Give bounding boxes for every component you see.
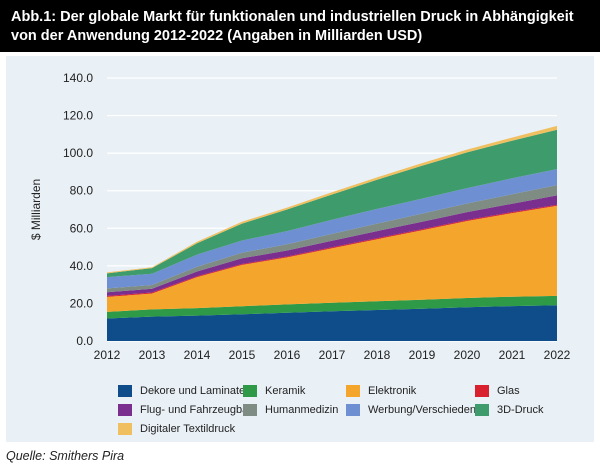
legend-label: Glas: [497, 385, 520, 397]
x-tick-label: 2020: [454, 348, 481, 362]
y-tick-label: 20.0: [70, 296, 94, 310]
legend-label: Flug- und Fahrzeugbau: [140, 404, 255, 416]
title-bar: Abb.1: Der globale Markt für funktionale…: [0, 0, 600, 52]
legend-item: Werbung/Verschiedenes: [346, 403, 488, 417]
legend-swatch: [243, 404, 257, 416]
legend-swatch: [118, 385, 132, 397]
legend-label: 3D-Druck: [497, 404, 544, 416]
legend-label: Werbung/Verschiedenes: [368, 404, 488, 416]
legend-swatch: [243, 385, 257, 397]
y-tick-label: 120.0: [63, 109, 93, 123]
x-tick-label: 2017: [319, 348, 346, 362]
legend-swatch: [118, 423, 132, 435]
x-tick-label: 2018: [364, 348, 391, 362]
legend-label: Dekore und Laminate: [140, 385, 246, 397]
y-tick-label: 140.0: [63, 71, 93, 85]
legend-item: Dekore und Laminate: [118, 384, 245, 398]
x-tick-label: 2019: [409, 348, 436, 362]
y-tick-label: 60.0: [70, 221, 94, 235]
legend-label: Elektronik: [368, 385, 417, 397]
x-tick-label: 2012: [94, 348, 121, 362]
legend-label: Digitaler Textildruck: [140, 423, 236, 435]
y-tick-label: 100.0: [63, 146, 93, 160]
legend-item: Humanmedizin: [243, 403, 338, 417]
legend-swatch: [475, 404, 489, 416]
legend-swatch: [346, 385, 360, 397]
x-tick-label: 2016: [274, 348, 301, 362]
area-werbung-verschiedenes: [107, 169, 557, 289]
y-axis-label: $ Milliarden: [29, 179, 43, 240]
area-humanmedizin: [107, 185, 557, 293]
legend-swatch: [118, 404, 132, 416]
legend-label: Keramik: [265, 385, 306, 397]
legend-label: Humanmedizin: [265, 404, 339, 416]
legend-item: 3D-Druck: [475, 403, 543, 417]
y-tick-label: 80.0: [70, 184, 94, 198]
area-elektronik: [107, 205, 557, 312]
x-tick-label: 2014: [184, 348, 211, 362]
legend: Dekore und Laminate Keramik Elektronik Glas…: [118, 384, 578, 440]
area-keramik: [107, 295, 557, 319]
area-digitaler-textildruck: [107, 125, 557, 274]
x-tick-label: 2021: [499, 348, 526, 362]
x-tick-label: 2015: [229, 348, 256, 362]
chart-title: Abb.1: Der globale Markt für funktionale…: [11, 9, 574, 44]
legend-item: Flug- und Fahrzeugbau: [118, 403, 254, 417]
legend-swatch: [346, 404, 360, 416]
source-note: Quelle: Smithers Pira: [6, 449, 125, 463]
x-tick-label: 2022: [544, 348, 571, 362]
legend-item: Glas: [475, 384, 520, 398]
x-tick-label: 2013: [139, 348, 166, 362]
legend-item: Keramik: [243, 384, 305, 398]
y-tick-label: 40.0: [70, 259, 94, 273]
area-flug-und-fahrzeugbau: [107, 195, 557, 296]
legend-item: Elektronik: [346, 384, 416, 398]
area-dekore-und-laminate: [107, 305, 557, 341]
area-3d-druck: [107, 129, 557, 278]
legend-swatch: [475, 385, 489, 397]
legend-item: Digitaler Textildruck: [118, 422, 235, 436]
y-tick-label: 0.0: [76, 334, 93, 348]
